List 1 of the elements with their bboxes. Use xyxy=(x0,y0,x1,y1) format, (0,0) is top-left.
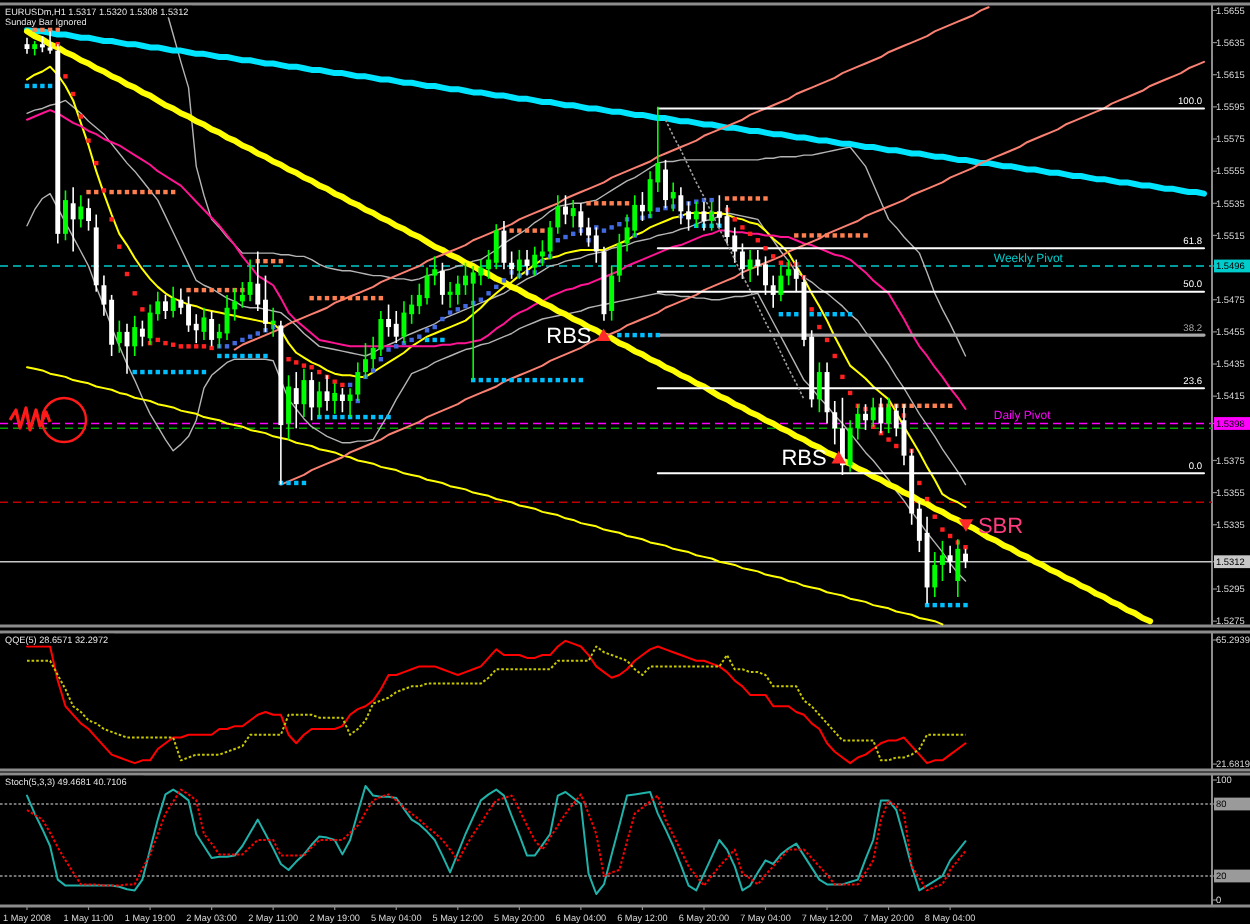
annotation: SBR xyxy=(977,515,1024,540)
